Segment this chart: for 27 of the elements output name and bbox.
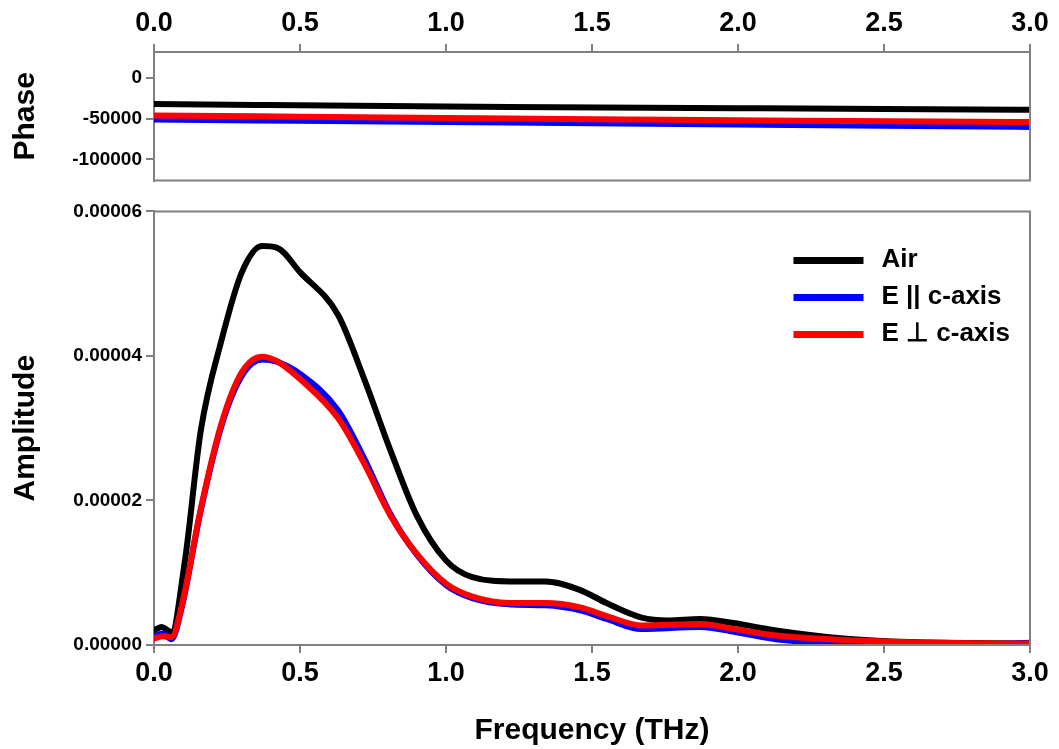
x-tick-label: 1.0 (427, 656, 465, 687)
y-tick-label: 0.00000 (73, 633, 142, 655)
x-tick-label: 2.5 (865, 656, 903, 687)
y-axis-title: Amplitude (7, 354, 41, 502)
x-tick-label: 1.5 (573, 7, 611, 38)
legend-label: E || c-axis (881, 280, 1002, 311)
x-tick-label: 2.5 (865, 7, 903, 38)
y-tick-label: -50000 (82, 106, 142, 128)
x-axis-title: Frequency (THz) (474, 712, 710, 746)
x-tick-label: 1.5 (573, 656, 611, 687)
x-tick-label: 0.0 (135, 656, 173, 687)
x-tick-label: 1.0 (427, 7, 465, 38)
x-tick-label: 2.0 (719, 656, 757, 687)
x-tick-label: 0.0 (135, 7, 173, 38)
legend-label: Air (881, 243, 918, 274)
y-tick-label: 0.00004 (73, 344, 143, 366)
x-tick-label: 3.0 (1011, 7, 1049, 38)
y-axis-title: Phase (7, 72, 41, 161)
x-tick-label: 2.0 (719, 7, 757, 38)
x-tick-label: 0.5 (281, 656, 319, 687)
x-tick-label: 3.0 (1011, 656, 1049, 687)
y-tick-label: -100000 (72, 147, 142, 169)
y-tick-label: 0.00006 (73, 199, 142, 221)
legend-label: E ⊥ c-axis (881, 317, 1010, 348)
y-tick-label: 0.00002 (73, 488, 142, 510)
x-tick-label: 0.5 (281, 7, 319, 38)
y-tick-label: 0 (131, 66, 142, 88)
